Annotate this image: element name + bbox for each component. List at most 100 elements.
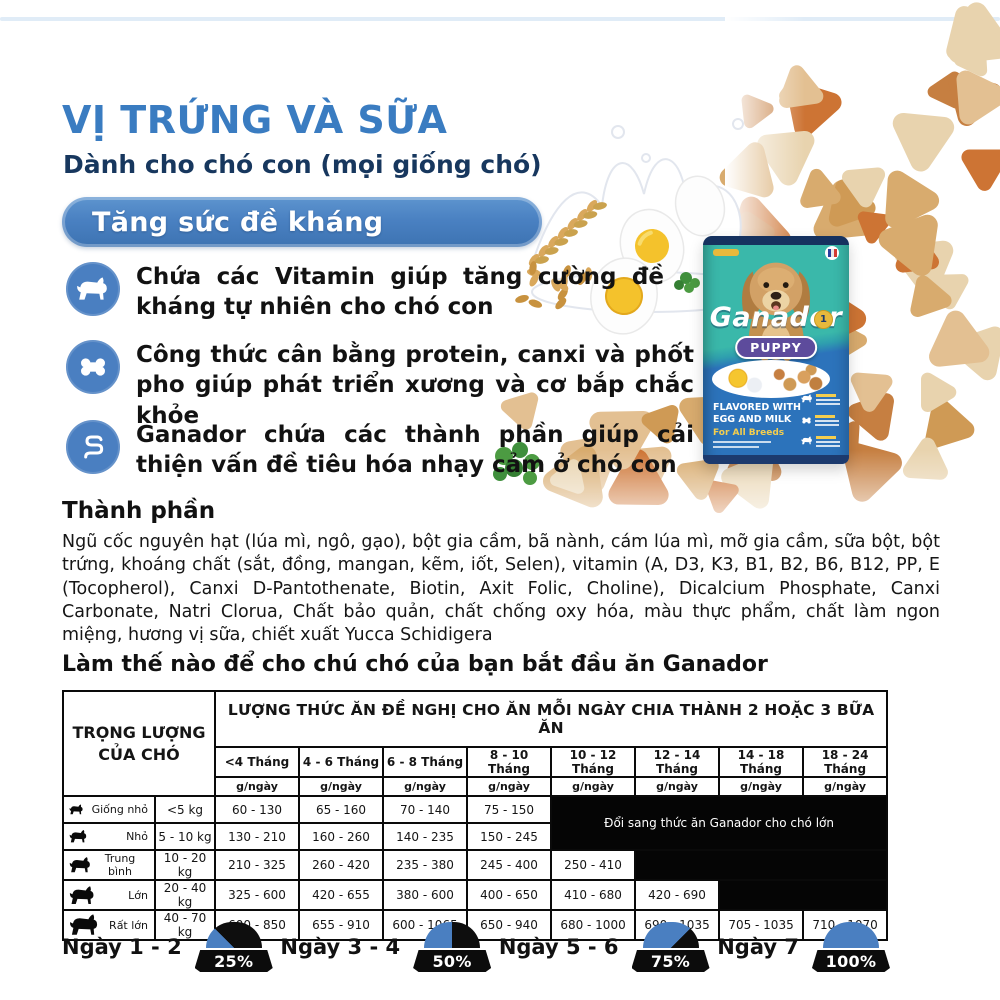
dog-weight-cell: 10 - 20 kg [153, 849, 217, 881]
feed-amount-cell: 655 - 910 [298, 909, 385, 941]
unit-header: g/ngày [214, 776, 301, 797]
feed-amount-cell: 260 - 420 [298, 849, 385, 881]
unit-header: g/ngày [802, 776, 889, 797]
feed-amount-cell: 400 - 650 [466, 879, 553, 911]
unit-header: g/ngày [466, 776, 553, 797]
unit-header: g/ngày [718, 776, 805, 797]
day-label: Ngày 5 - 6 [498, 935, 619, 959]
transition-schedule: Ngày 1 - 2 25% Ngày 3 - 4 50% Ngày 5 - 6… [62, 922, 890, 972]
feed-amount-cell: 325 - 600 [214, 879, 301, 911]
bone-icon [66, 340, 120, 394]
percent-label: 75% [650, 951, 691, 971]
day-label: Ngày 7 [717, 935, 799, 959]
age-column-header: 18 - 24 Tháng [802, 746, 889, 778]
product-bag: Ganador 1 PUPPY FLAVORED WITH EGG AND MI… [703, 236, 849, 464]
egg-half-bottom [590, 257, 658, 335]
table-row: Nhỏ 5 - 10 kg 130 - 210 160 - 260 140 - 235 1… [62, 822, 887, 851]
feeding-guide-heading: Làm thế nào để cho chú chó của bạn bắt đ… [62, 652, 768, 677]
age-column-header: 10 - 12 Tháng [550, 746, 637, 778]
dog-weight-cell: 40 - 70 kg [153, 909, 217, 941]
feed-amount-cell: 680 - 1000 [550, 909, 637, 941]
table-corner-header: TRỌNG LƯỢNG CỦA CHÓ [61, 690, 217, 797]
bag-top-strip [703, 236, 849, 245]
benefit-item: Chứa các Vitamin giúp tăng cường đề khán… [66, 262, 664, 323]
age-column-header: 4 - 6 Tháng [298, 746, 385, 778]
dog-weight-cell: 5 - 10 kg [153, 822, 217, 851]
french-flag-icon [825, 246, 839, 260]
breeds-label: For All Breeds [713, 428, 785, 438]
page-subtitle: Dành cho chó con (mọi giống chó) [63, 150, 542, 179]
ingredients-text: Ngũ cốc nguyên hạt (lúa mì, ngô, gạo), b… [62, 532, 940, 646]
transition-step: Ngày 5 - 6 75% [499, 922, 710, 972]
dog-size-cell: Rất lớn [62, 909, 156, 941]
bag-feature-icons [801, 394, 841, 457]
benefit-banner: Tăng sức đề kháng [62, 197, 542, 247]
feeding-table: TRỌNG LƯỢNG CỦA CHÓ LƯỢNG THỨC ĂN ĐỀ NGH… [61, 690, 889, 941]
feed-amount-cell: 420 - 655 [298, 879, 385, 911]
feed-amount-cell: 130 - 210 [214, 822, 301, 851]
dog-weight-cell: <5 kg [153, 795, 217, 824]
bag-small-logo [713, 249, 739, 256]
feed-amount-cell: 420 - 690 [634, 879, 721, 911]
bowl-icon: 50% [413, 922, 492, 972]
dog-size-cell: Lớn [62, 879, 156, 911]
table-row: Trung bình 10 - 20 kg 210 - 325 260 - 420 23… [62, 849, 889, 881]
transition-step: Ngày 1 - 2 25% [62, 922, 273, 972]
dog-silhouette-icon [69, 885, 94, 904]
feed-amount-cell: 650 - 940 [466, 909, 553, 941]
switch-note-cell: Đổi sang thức ăn Ganador cho chó lớn [550, 795, 889, 851]
dog-weight-cell: 20 - 40 kg [153, 879, 217, 911]
feed-amount-cell: 410 - 680 [550, 879, 637, 911]
benefit-text: Ganador chứa các thành phần giúp cải thi… [136, 422, 694, 479]
fine-print-lines [713, 441, 771, 451]
blacked-out-cell [634, 849, 889, 881]
whole-egg [674, 175, 726, 237]
table-row: Lớn 20 - 40 kg 325 - 600 420 - 655 380 - 600… [62, 879, 889, 911]
feed-amount-cell: 140 - 235 [382, 822, 469, 851]
bowl-icon: 75% [631, 922, 710, 972]
benefit-text: Công thức cân bằng protein, canxi và phố… [136, 342, 694, 429]
bag-bottom-strip [703, 455, 849, 464]
table-main-header: LƯỢNG THỨC ĂN ĐỀ NGHỊ CHO ĂN MỖI NGÀY CH… [214, 690, 889, 748]
feed-amount-cell: 235 - 380 [382, 849, 469, 881]
dog-silhouette-icon [69, 914, 98, 935]
unit-header: g/ngày [550, 776, 637, 797]
table-row: Giống nhỏ <5 kg 60 - 130 65 - 160 70 - 140 75… [62, 795, 889, 851]
food-bowl-photo-oval [712, 360, 830, 398]
feed-amount-cell: 210 - 325 [214, 849, 301, 881]
feed-amount-cell: 150 - 245 [466, 822, 553, 851]
benefit-item: Công thức cân bằng protein, canxi và phố… [66, 340, 694, 431]
feed-amount-cell: 250 - 410 [550, 849, 637, 881]
benefit-text: Chứa các Vitamin giúp tăng cường đề khán… [136, 264, 664, 321]
bowl-icon: 100% [811, 922, 890, 972]
unit-header: g/ngày [382, 776, 469, 797]
flavor-label: FLAVORED WITH EGG AND MILK [713, 402, 801, 425]
feeding-table-body: Giống nhỏ <5 kg 60 - 130 65 - 160 70 - 140 75… [62, 795, 889, 941]
dog-size-cell: Trung bình [62, 849, 156, 881]
feed-amount-cell: 705 - 1035 [718, 909, 805, 941]
bowl-icon: 25% [194, 922, 273, 972]
top-divider-line [0, 17, 1000, 21]
feed-amount-cell: 245 - 400 [466, 849, 553, 881]
day-label: Ngày 1 - 2 [62, 935, 182, 959]
feed-amount-cell: 70 - 140 [382, 795, 469, 824]
day-label: Ngày 3 - 4 [280, 935, 401, 959]
page-title: VỊ TRỨNG VÀ SỮA [62, 98, 448, 142]
parsley-leaf [493, 442, 540, 485]
product-line-label: PUPPY [735, 336, 817, 359]
banner-label: Tăng sức đề kháng [92, 206, 384, 238]
feed-amount-cell: 75 - 150 [466, 795, 553, 824]
age-column-header: 14 - 18 Tháng [718, 746, 805, 778]
parsley-leaf [674, 272, 700, 293]
bone-icon [802, 417, 811, 424]
dog-icon [801, 394, 812, 403]
transition-step: Ngày 3 - 4 50% [280, 922, 492, 972]
dog-silhouette-icon [69, 857, 90, 873]
percent-label: 100% [825, 951, 877, 971]
dog-icon [66, 262, 120, 316]
number-one-badge: 1 [814, 310, 833, 329]
dog-silhouette-icon [69, 804, 83, 815]
age-column-header: 8 - 10 Tháng [466, 746, 553, 778]
ingredients-heading: Thành phần [62, 498, 216, 524]
feed-amount-cell: 60 - 130 [214, 795, 301, 824]
